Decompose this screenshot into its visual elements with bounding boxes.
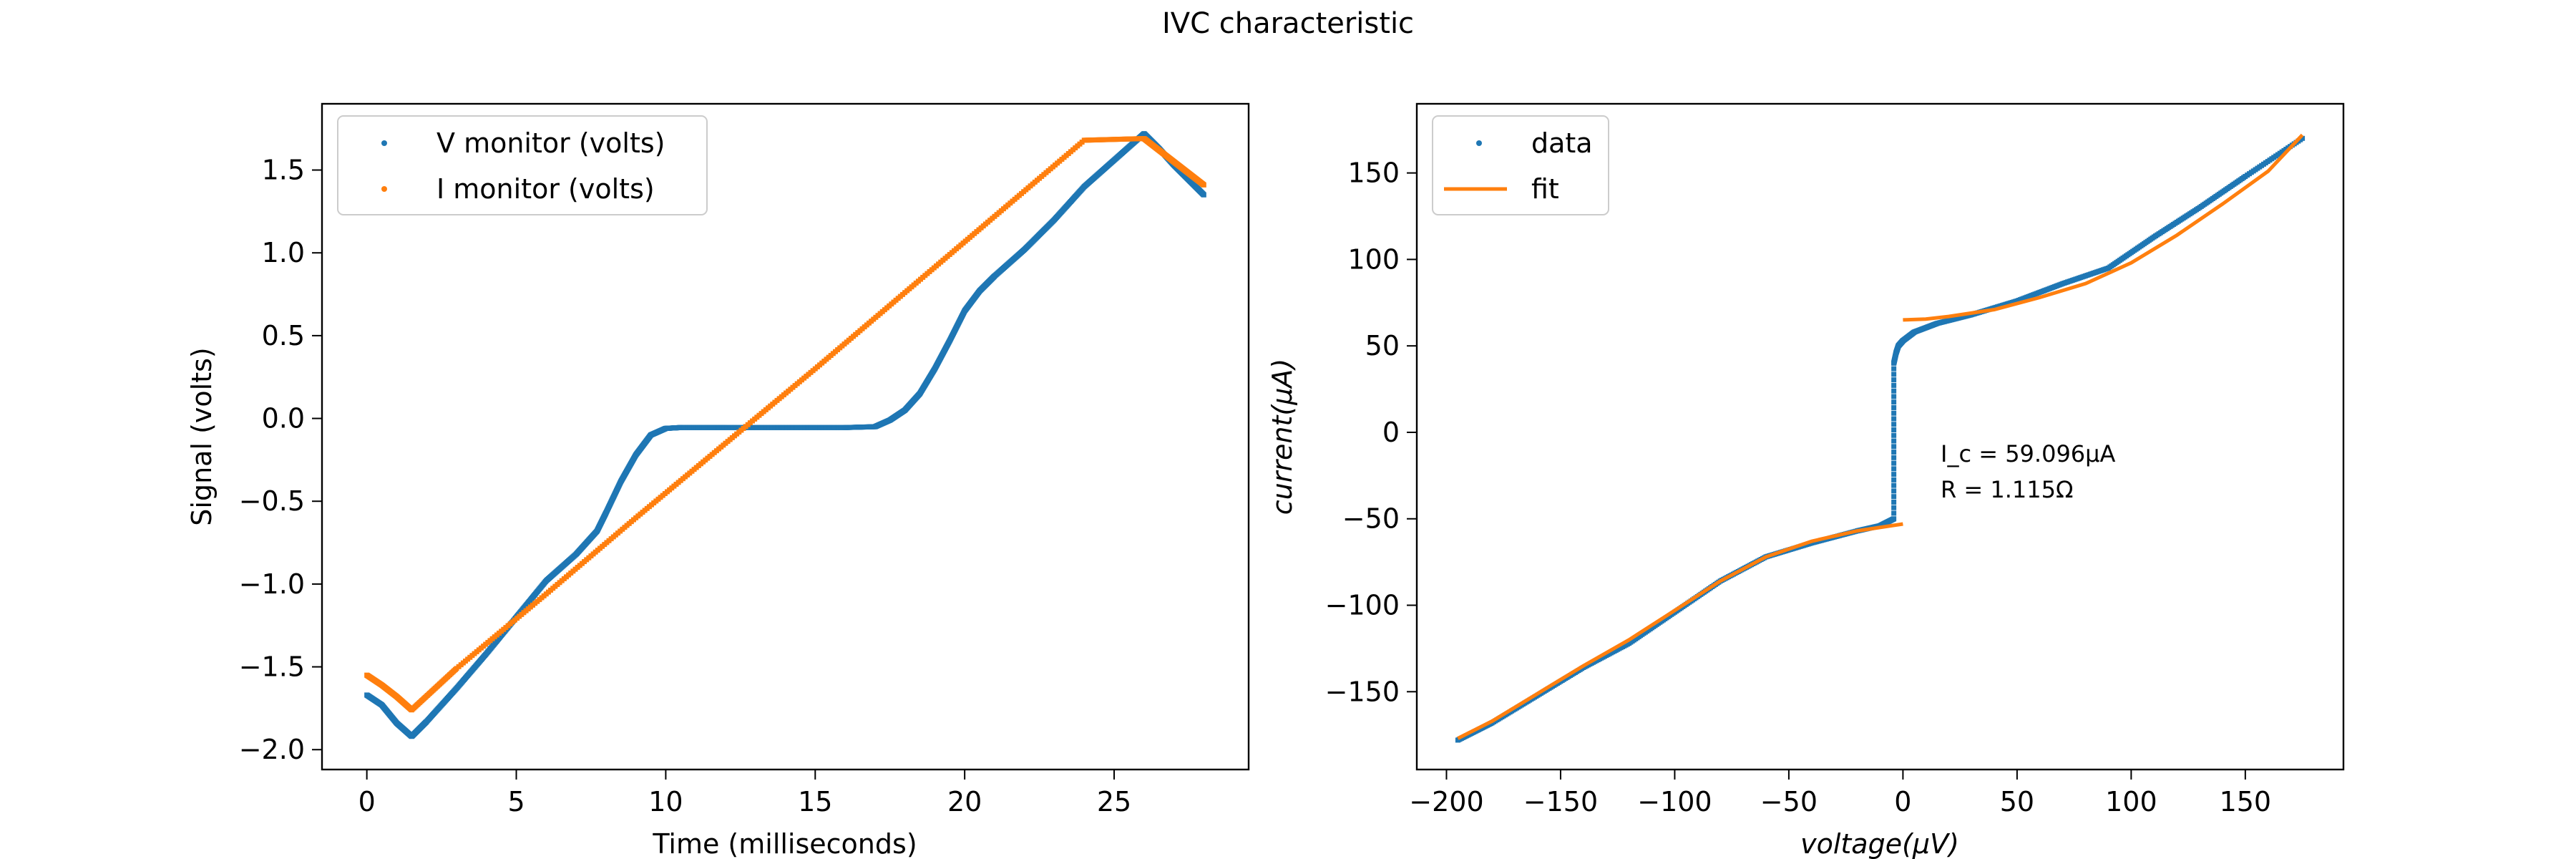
right-axes-frame	[1415, 102, 2345, 771]
iv-data-point	[1891, 404, 1897, 410]
legend-label-i-monitor: I monitor (volts)	[436, 173, 655, 205]
legend-marker-i-monitor	[381, 186, 387, 192]
iv-data-point	[2300, 135, 2306, 141]
legend-label-fit: fit	[1531, 173, 1559, 205]
right-x-tick-label: 0	[1894, 786, 1911, 817]
iv-data-point	[1891, 377, 1897, 383]
right-y-tick-label: −150	[1325, 676, 1400, 707]
left-y-tick-label: 0.5	[262, 320, 305, 351]
left-y-tick-label: 0.0	[262, 403, 305, 435]
left-x-tick-label: 20	[947, 786, 982, 817]
right-y-tick-label: 100	[1347, 243, 1400, 275]
iv-data-point	[1891, 505, 1897, 510]
iv-data-point	[1891, 382, 1897, 388]
right-y-tick-label: 50	[1365, 330, 1400, 361]
iv-data-point	[1891, 450, 1897, 455]
right-x-tick-label: 100	[2105, 786, 2157, 817]
chart-iv-curve: −200 −150 −100 −50 0 50 100 150 −150 −100 −50 0 50 1…	[1267, 102, 2345, 859]
figure-title: IVC characteristic	[1162, 7, 1414, 40]
iv-data-point	[1891, 466, 1897, 472]
left-data-points	[364, 131, 1206, 739]
right-y-tick-label: 150	[1347, 157, 1400, 189]
legend-label-v-monitor: V monitor (volts)	[436, 127, 665, 159]
left-axes-frame	[321, 102, 1250, 771]
iv-data-point	[1891, 438, 1897, 444]
iv-data-point	[1891, 477, 1897, 482]
left-x-tick-label: 10	[648, 786, 683, 817]
left-y-tick-label: 1.5	[262, 155, 305, 186]
iv-data-point	[1891, 516, 1897, 522]
left-y-ticks: −2.0 −1.5 −1.0 −0.5 0.0 0.5 1.0 1.5	[239, 155, 322, 765]
left-y-tick-label: −1.5	[239, 651, 305, 683]
right-legend: data fit	[1432, 115, 1609, 215]
legend-label-data: data	[1531, 127, 1593, 159]
left-y-tick-label: −2.0	[239, 734, 305, 765]
left-y-axis-label: Signal (volts)	[186, 347, 218, 525]
iv-data-point	[1891, 416, 1897, 422]
left-y-tick-label: 1.0	[262, 237, 305, 268]
left-legend: V monitor (volts) I monitor (volts)	[337, 115, 708, 215]
iv-data-point	[1891, 427, 1897, 433]
right-y-tick-label: 0	[1382, 417, 1400, 448]
left-x-tick-label: 25	[1097, 786, 1131, 817]
fit-line-positive-branch	[1903, 133, 2304, 322]
right-x-ticks: −200 −150 −100 −50 0 50 100 150	[1409, 770, 2271, 817]
right-y-tick-label: −100	[1325, 590, 1400, 621]
left-y-tick-label: −1.0	[239, 568, 305, 600]
right-x-tick-label: −100	[1637, 786, 1712, 817]
left-x-axis-label: Time (milliseconds)	[652, 828, 917, 859]
right-y-tick-label: −50	[1342, 503, 1400, 535]
left-x-tick-label: 0	[358, 786, 376, 817]
iv-data-point	[1891, 494, 1897, 500]
left-y-tick-label: −0.5	[239, 485, 305, 517]
annotation-critical-current: I_c = 59.096μA	[1941, 440, 2116, 467]
right-x-tick-label: 50	[2000, 786, 2034, 817]
iv-data-point	[1891, 432, 1897, 438]
right-y-axis-label: current(μA)	[1267, 359, 1298, 515]
chart-time-signal: 0 5 10 15 20 25 −2.0−1.5−1.0−0.50.00.51.01.5 …	[186, 102, 1250, 859]
right-x-tick-label: −150	[1523, 786, 1598, 817]
iv-data-point	[1891, 366, 1897, 372]
fit-line-negative-branch	[1457, 522, 1903, 740]
iv-data-point	[1891, 399, 1897, 405]
iv-data-point	[1891, 388, 1897, 394]
iv-data-point	[1891, 482, 1897, 488]
right-x-tick-label: −50	[1760, 786, 1818, 817]
iv-data-point	[1891, 444, 1897, 450]
iv-data-point	[1891, 410, 1897, 416]
right-x-axis-label: voltage(μV)	[1800, 828, 1959, 859]
iv-data-point	[1891, 394, 1897, 399]
iv-data-point	[1891, 488, 1897, 494]
iv-data-point	[1891, 499, 1897, 505]
v-monitor-point	[1201, 192, 1206, 198]
annotation-resistance: R = 1.115Ω	[1941, 476, 2073, 503]
legend-marker-v-monitor	[381, 140, 387, 146]
iv-data-point	[1891, 455, 1897, 460]
left-x-ticks: 0 5 10 15 20 25	[358, 770, 1131, 817]
iv-data-point	[1891, 422, 1897, 427]
legend-marker-data	[1476, 140, 1482, 146]
i-monitor-point	[1201, 182, 1206, 188]
iv-data-point	[1891, 460, 1897, 466]
right-x-tick-label: 150	[2220, 786, 2272, 817]
left-x-tick-label: 5	[507, 786, 525, 817]
right-data-points	[1455, 133, 2306, 743]
left-x-tick-label: 15	[798, 786, 832, 817]
left-legend-box	[337, 115, 708, 215]
right-x-tick-label: −200	[1409, 786, 1483, 817]
iv-data-point	[1891, 372, 1897, 377]
iv-data-point	[1891, 472, 1897, 477]
iv-data-point	[1891, 510, 1897, 516]
right-y-ticks: −150 −100 −50 0 50 100 150	[1325, 157, 1417, 707]
